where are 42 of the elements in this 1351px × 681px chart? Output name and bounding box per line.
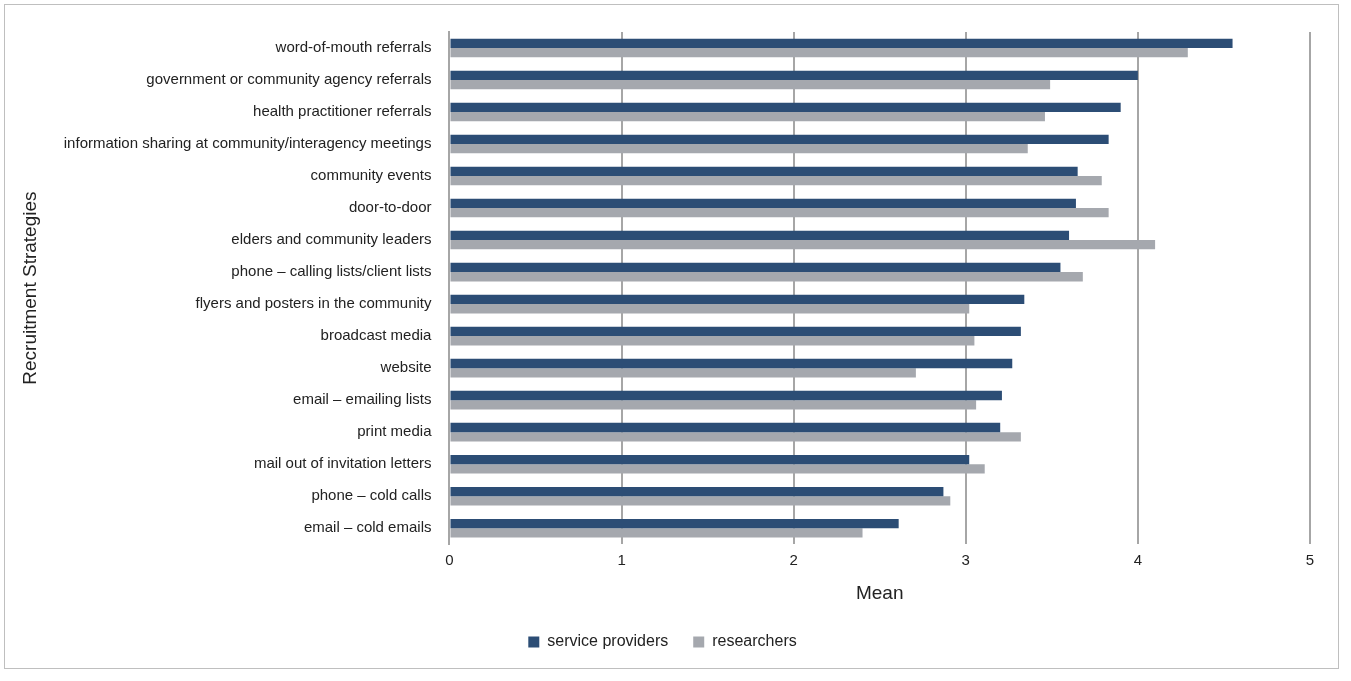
bar [450, 390, 1002, 401]
x-axis-title: Mean [855, 581, 904, 603]
y-tick-label: flyers and posters in the community [195, 294, 432, 312]
y-tick-label: word-of-mouth referrals [274, 38, 432, 56]
y-tick-label: elders and community leaders [231, 230, 432, 248]
bar [450, 518, 899, 529]
legend-label: service providers [547, 632, 669, 650]
y-tick-label: broadcast media [320, 326, 433, 344]
bar [450, 422, 1001, 433]
x-tick-label: 3 [961, 551, 970, 569]
bar [450, 294, 1025, 305]
bar [450, 102, 1121, 113]
bar [450, 134, 1109, 145]
bar [450, 454, 970, 465]
y-tick-label: community events [310, 166, 432, 184]
legend-label: researchers [712, 632, 797, 650]
y-tick-label: information sharing at community/interagency meetings [63, 134, 432, 152]
y-tick-label: phone – cold calls [311, 486, 432, 504]
bar [450, 166, 1078, 177]
x-tick-label: 4 [1133, 551, 1143, 569]
y-tick-label: email – cold emails [303, 518, 432, 536]
y-tick-label: mail out of invitation letters [253, 454, 432, 472]
bar [450, 198, 1076, 209]
bar [450, 486, 944, 497]
y-tick-label: website [379, 358, 432, 376]
y-axis-title: Recruitment Strategies [18, 191, 40, 385]
y-tick-label: health practitioner referrals [253, 102, 432, 120]
bar [450, 38, 1233, 49]
y-tick-label: email – emailing lists [293, 390, 432, 408]
y-tick-label: print media [357, 422, 433, 440]
y-tick-label: phone – calling lists/client lists [231, 262, 432, 280]
x-tick-label: 2 [789, 551, 798, 569]
bar [450, 230, 1070, 241]
bar [450, 326, 1021, 337]
y-tick-label: door-to-door [348, 198, 432, 216]
y-tick-label: government or community agency referrals [146, 70, 432, 88]
bar [450, 70, 1138, 81]
bar [450, 358, 1013, 369]
x-tick-label: 1 [617, 551, 626, 569]
x-tick-label: 0 [445, 551, 454, 569]
bar [450, 262, 1061, 273]
x-tick-label: 5 [1305, 551, 1315, 569]
